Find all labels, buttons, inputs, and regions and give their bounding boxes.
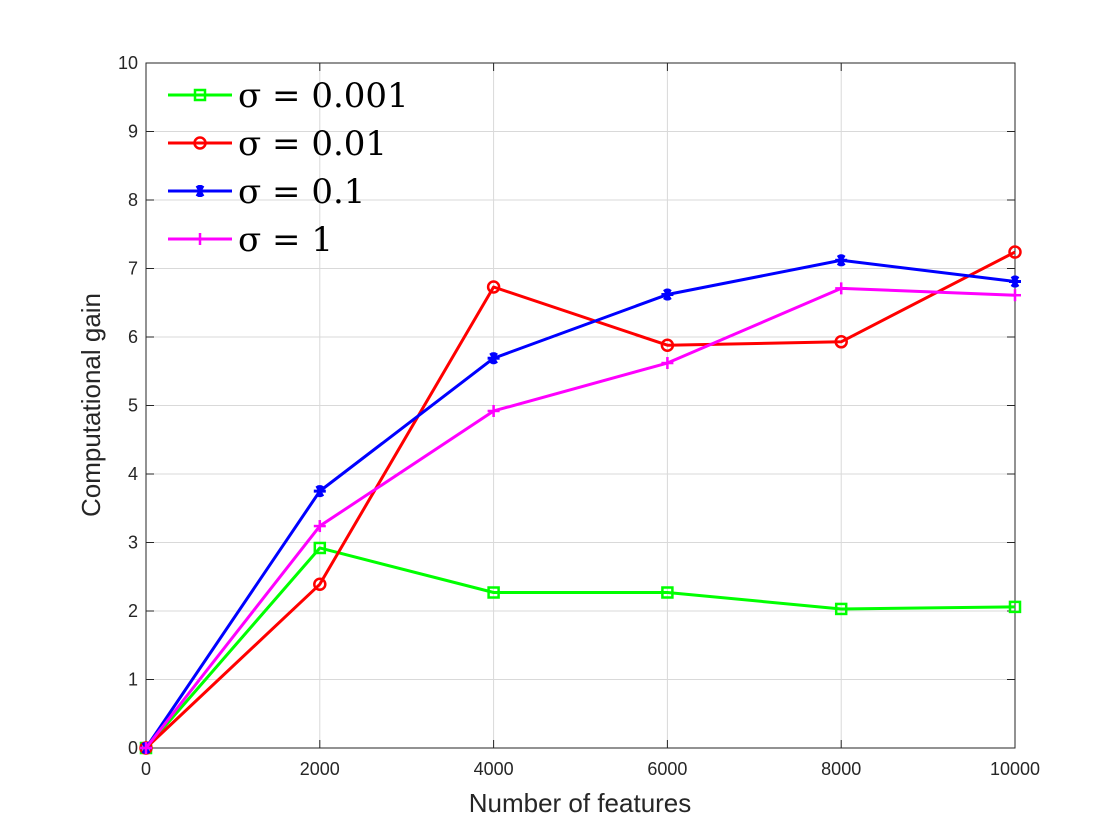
x-tick-label: 8000 [821,759,861,779]
legend-swatch-marker [194,233,206,245]
series-line [144,286,1016,749]
data-point [660,338,675,352]
data-point [1009,275,1021,288]
legend: σ = 0.001 σ = 0.01 σ = 0.1 σ = 1 [168,76,409,260]
legend-entry: σ = 1 [168,220,333,260]
data-point [835,282,848,295]
legend-label: σ = 0.1 [238,172,365,212]
y-tick-label: 7 [128,259,138,279]
square-marker-shape [487,586,500,599]
data-point [487,352,500,365]
circle-marker-shape [834,335,848,349]
legend-label: σ = 0.01 [238,124,387,164]
legend-label: σ = 1 [238,220,333,260]
y-tick-label: 8 [128,190,138,210]
y-tick-label: 2 [128,601,138,621]
legend-swatch-marker [194,185,206,197]
data-point [313,541,327,555]
data-point [834,602,848,616]
y-tick-label: 0 [128,738,138,758]
data-point [1008,600,1022,614]
series-line [144,258,1016,749]
circle-marker-shape [313,577,327,592]
series-2 [139,245,1022,755]
series-4 [140,282,1021,754]
circle-marker-shape [486,280,501,294]
data-point [834,335,848,349]
series-1 [139,541,1022,755]
x-tick-label: 6000 [647,759,687,779]
y-tick-label: 5 [128,396,138,416]
data-point [140,742,152,754]
data-point [313,485,326,498]
circle-marker-shape [660,338,675,352]
series-line [144,546,1016,749]
data-point [661,288,674,301]
square-marker-shape [834,602,848,616]
series-lines [139,245,1022,755]
y-tick-label: 6 [128,327,138,347]
data-point [487,404,500,417]
data-point [835,254,848,267]
y-tick-label: 10 [118,53,138,73]
data-point [661,586,674,599]
x-tick-label: 0 [141,759,151,779]
x-axis-label: Number of features [469,788,692,818]
legend-label: σ = 0.001 [238,76,409,116]
x-tick-label: 2000 [300,759,340,779]
square-marker-shape [193,88,207,102]
legend-entry: σ = 0.001 [168,76,409,116]
square-marker-shape [661,586,674,599]
circle-marker-shape [193,136,207,150]
grid [146,63,1015,748]
data-point [661,357,674,370]
y-tick-label: 9 [128,122,138,142]
y-tick-label: 1 [128,670,138,690]
x-tick-label: 10000 [990,759,1040,779]
legend-entry: σ = 0.01 [168,124,387,164]
legend-swatch-marker [193,136,207,150]
x-tick-label: 4000 [474,759,514,779]
legend-entry: σ = 0.1 [168,172,365,212]
circle-marker-shape [1008,245,1022,259]
data-point [486,280,501,294]
axis-ticks: 0 2000 4000 6000 8000 10000 0 1 2 3 4 5 6 7 8 9 10 [118,53,1040,779]
data-point [313,577,327,592]
square-marker-shape [313,541,327,555]
square-marker-shape [1008,600,1022,614]
data-point [487,586,500,599]
series-line [144,250,1016,750]
y-axis-label: Computational gain [76,293,106,517]
y-tick-label: 3 [128,533,138,553]
y-tick-label: 4 [128,464,138,484]
legend-swatch-marker [193,88,207,102]
data-point [1009,289,1021,302]
data-point [313,520,326,533]
data-point [1008,245,1022,259]
